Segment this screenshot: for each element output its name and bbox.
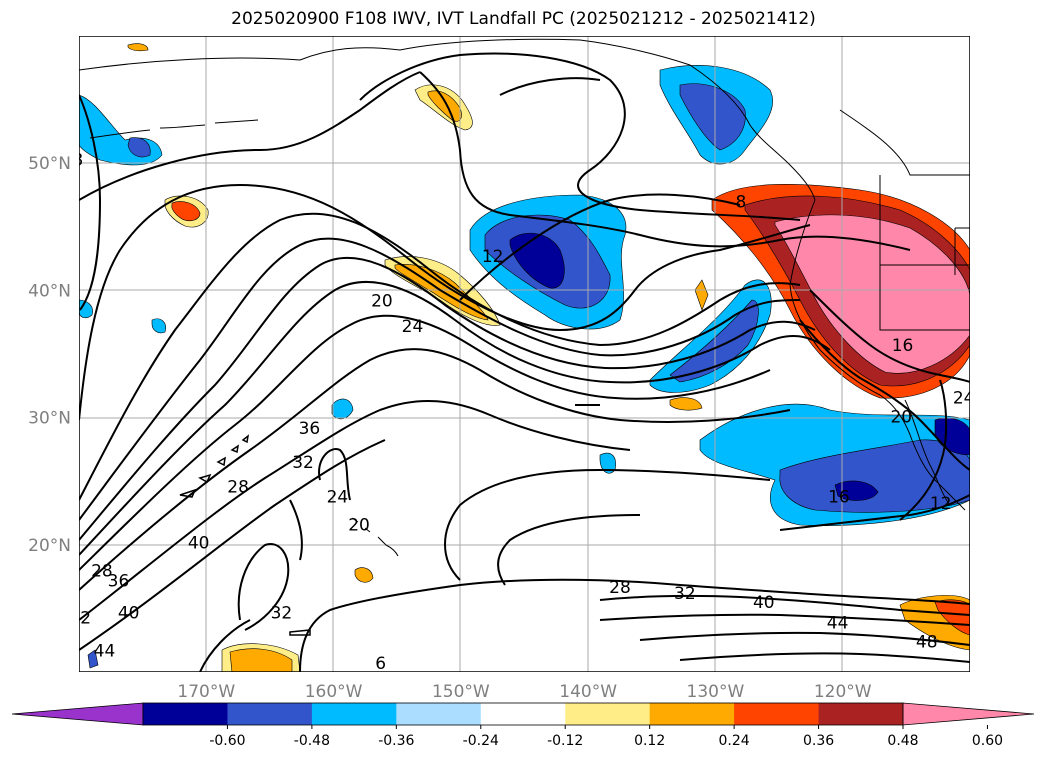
colorbar-segment-4 bbox=[480, 703, 566, 725]
colorbar-tick-label-7: 0.36 bbox=[803, 733, 834, 749]
contour-label-14: 24 bbox=[327, 488, 349, 508]
small-anomaly-4 bbox=[669, 397, 703, 411]
longitude-label-4: 130°W bbox=[687, 682, 745, 702]
colorbar: -0.60 -0.48 -0.36 -0.24 -0.12 0.12 0.24 0.36 0.4… bbox=[11, 702, 1035, 749]
positive-anomaly-west-core bbox=[171, 201, 201, 222]
longitude-labels: 170°W 160°W 150°W 140°W 130°W 120°W bbox=[177, 682, 871, 702]
small-anomaly-9 bbox=[87, 649, 99, 669]
map-title: 2025020900 F108 IWV, IVT Landfall PC (20… bbox=[231, 9, 816, 29]
contour-label-9: 28 bbox=[91, 561, 113, 581]
small-contour-loops bbox=[179, 434, 311, 636]
latitude-label-2: 30°N bbox=[28, 409, 71, 429]
negative-anomaly-alaska-core bbox=[679, 83, 746, 151]
colorbar-segment-8 bbox=[818, 703, 904, 725]
canada-border bbox=[839, 109, 970, 176]
colorbar-segment-6 bbox=[649, 703, 735, 725]
hawaii-islands bbox=[351, 517, 399, 557]
contour-label-5: 36 bbox=[299, 419, 321, 439]
negative-anomaly-central-core bbox=[669, 299, 759, 383]
contour-label-4: 24 bbox=[402, 317, 424, 337]
contour-label-19: 40 bbox=[753, 593, 775, 613]
longitude-label-1: 160°W bbox=[305, 682, 363, 702]
contour-label-26: 24 bbox=[953, 388, 975, 408]
longitude-label-3: 140°W bbox=[559, 682, 617, 702]
us-state-lines bbox=[879, 175, 970, 331]
contour-label-20: 44 bbox=[827, 613, 849, 633]
colorbar-segment-2 bbox=[311, 703, 397, 725]
negative-anomaly-central bbox=[649, 279, 772, 393]
contour-label-13: 44 bbox=[94, 641, 116, 661]
alaska-coast bbox=[79, 38, 816, 201]
contour-label-10: 36 bbox=[108, 572, 130, 592]
colorbar-segment-7 bbox=[734, 703, 820, 725]
contour-label-17: 28 bbox=[609, 578, 631, 598]
contour-label-18: 32 bbox=[674, 584, 696, 604]
baja-california bbox=[904, 399, 951, 506]
aleutian-islands bbox=[89, 119, 259, 139]
contour-label-2: 8 bbox=[735, 192, 746, 212]
ivt-shading bbox=[79, 43, 970, 672]
colorbar-segment-0 bbox=[143, 703, 228, 725]
west-coast bbox=[789, 199, 966, 511]
small-anomaly-8 bbox=[151, 318, 166, 334]
longitude-label-2: 150°W bbox=[432, 682, 490, 702]
graticule bbox=[79, 36, 970, 672]
contour-label-24: 16 bbox=[828, 488, 850, 508]
colorbar-tick-label-2: -0.36 bbox=[378, 733, 414, 749]
small-anomaly-1 bbox=[354, 567, 374, 583]
negative-anomaly-dateline-core bbox=[127, 137, 151, 158]
colorbar-tick-label-1: -0.48 bbox=[294, 733, 330, 749]
contour-label-6: 32 bbox=[292, 453, 314, 473]
colorbar-tick-label-0: -0.60 bbox=[209, 733, 245, 749]
colorbar-segment-1 bbox=[227, 703, 313, 725]
contour-label-11: 40 bbox=[118, 603, 140, 623]
colorbar-tick-label-9: 0.60 bbox=[972, 733, 1003, 749]
small-anomaly-2 bbox=[331, 398, 354, 420]
colorbar-segment-3 bbox=[396, 703, 482, 725]
contour-label-22: 16 bbox=[892, 336, 914, 356]
contour-label-27: 6 bbox=[375, 654, 386, 674]
contour-label-23: 20 bbox=[890, 407, 912, 427]
colorbar-tick-label-4: -0.12 bbox=[547, 733, 583, 749]
positive-anomaly-streak-core bbox=[394, 264, 489, 321]
latitude-label-0: 50°N bbox=[28, 154, 71, 174]
colorbar-tick-label-5: 0.12 bbox=[634, 733, 665, 749]
contour-label-3: 20 bbox=[371, 292, 393, 312]
colorbar-segment-5 bbox=[565, 703, 651, 725]
colorbar-frame bbox=[142, 702, 904, 726]
contour-label-15: 32 bbox=[271, 603, 293, 623]
latitude-label-3: 20°N bbox=[28, 536, 71, 556]
latitude-labels: 50°N 40°N 30°N 20°N bbox=[28, 154, 71, 556]
contour-label-21: 48 bbox=[916, 633, 938, 653]
small-anomaly-3 bbox=[694, 279, 709, 311]
colorbar-extend-high bbox=[902, 702, 1035, 726]
contour-label-0: 8 bbox=[72, 150, 83, 170]
contour-label-8: 40 bbox=[188, 533, 210, 553]
colorbar-extend-low bbox=[11, 702, 144, 726]
positive-anomaly-coastal-core bbox=[774, 214, 970, 374]
contour-label-1: 12 bbox=[482, 247, 504, 267]
small-anomaly-6 bbox=[127, 43, 149, 52]
iwv-contours bbox=[79, 52, 970, 672]
coastlines bbox=[79, 38, 970, 557]
latitude-label-1: 40°N bbox=[28, 281, 71, 301]
contour-label-7: 28 bbox=[227, 477, 249, 497]
colorbar-tick-label-6: 0.24 bbox=[719, 733, 750, 749]
colorbar-tick-label-8: 0.48 bbox=[887, 733, 918, 749]
positive-anomaly-lower-left-core bbox=[229, 648, 293, 672]
contour-label-25: 12 bbox=[930, 494, 952, 514]
contour-label-12: 32 bbox=[69, 608, 91, 628]
contour-label-16: 20 bbox=[348, 516, 370, 536]
longitude-label-5: 120°W bbox=[814, 682, 872, 702]
positive-anomaly-lower-right-core bbox=[934, 599, 970, 636]
colorbar-tick-label-3: -0.24 bbox=[463, 733, 499, 749]
longitude-label-0: 170°W bbox=[177, 682, 235, 702]
